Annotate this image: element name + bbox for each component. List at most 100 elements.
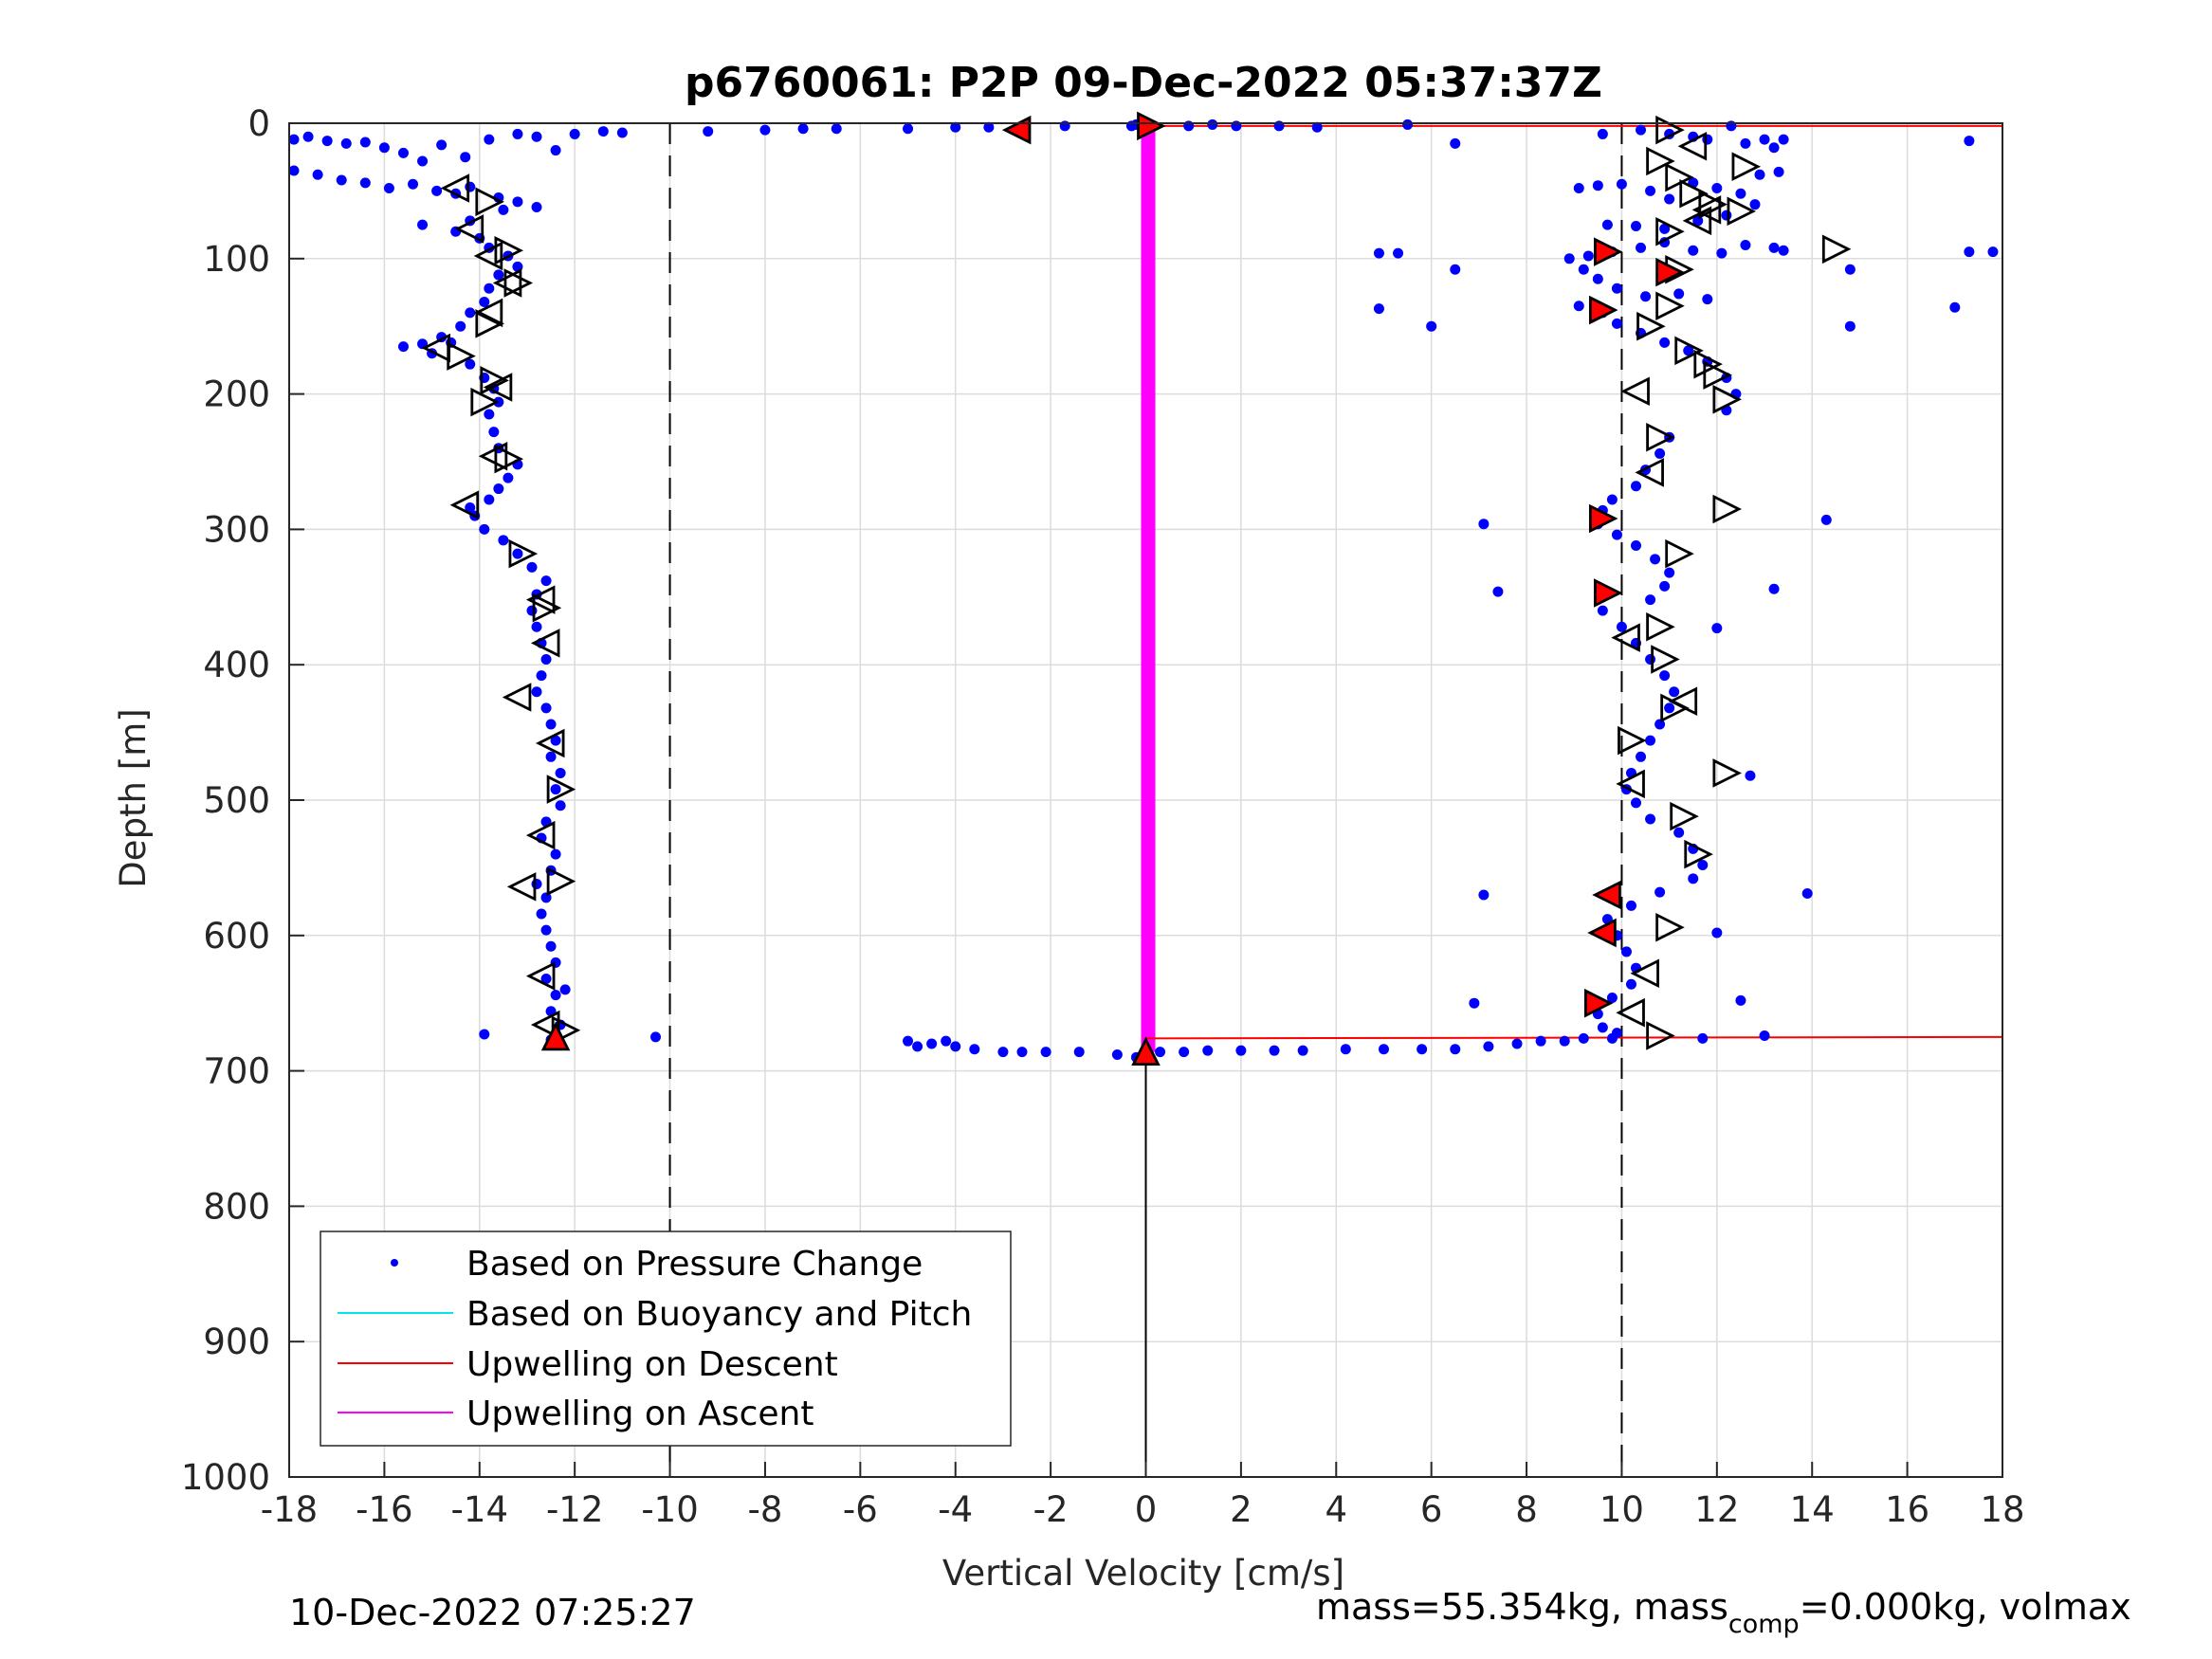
marker-triangle-right bbox=[1712, 385, 1743, 414]
marker-triangle-left bbox=[1677, 132, 1708, 161]
footer-mass: mass=55.354kg, masscomp=0.000kg, volmax bbox=[1316, 1586, 2131, 1639]
data-point bbox=[1597, 1022, 1608, 1033]
data-point bbox=[493, 269, 504, 281]
data-point bbox=[545, 719, 557, 730]
data-point bbox=[1606, 494, 1618, 505]
data-point bbox=[540, 892, 552, 903]
marker-triangle-right bbox=[1665, 538, 1694, 569]
data-point bbox=[531, 686, 542, 698]
marker-triangle-left bbox=[1682, 206, 1712, 236]
y-tick-label: 600 bbox=[203, 916, 270, 957]
data-point bbox=[1601, 219, 1613, 230]
data-point bbox=[312, 169, 323, 180]
data-point bbox=[465, 502, 476, 514]
x-tick-label: 12 bbox=[1694, 1489, 1739, 1530]
data-point bbox=[1426, 320, 1437, 332]
data-point bbox=[1235, 1045, 1247, 1056]
data-point bbox=[1659, 670, 1671, 682]
data-point bbox=[1483, 1041, 1494, 1052]
data-point bbox=[1625, 978, 1636, 990]
marker-triangle-right bbox=[1646, 1021, 1675, 1050]
data-point bbox=[1620, 946, 1632, 957]
data-point bbox=[903, 123, 914, 135]
y-tick-label: 300 bbox=[203, 509, 270, 550]
y-tick-label: 400 bbox=[203, 645, 270, 685]
data-point bbox=[1450, 137, 1461, 149]
chart-title: p6760061: P2P 09-Dec-2022 05:37:37Z bbox=[685, 59, 1602, 107]
data-point bbox=[479, 1029, 490, 1040]
y-axis-label: Depth [m] bbox=[113, 708, 154, 887]
x-tick-label: -14 bbox=[451, 1489, 508, 1530]
data-point bbox=[1636, 124, 1647, 136]
marker-triangle-right bbox=[1684, 839, 1713, 869]
marker-triangle-left bbox=[1630, 958, 1659, 989]
data-point bbox=[1631, 797, 1642, 809]
data-point bbox=[1450, 264, 1461, 275]
data-point bbox=[1844, 320, 1856, 332]
data-point bbox=[1749, 199, 1761, 210]
data-point bbox=[1625, 900, 1636, 911]
data-point bbox=[336, 174, 347, 186]
data-point bbox=[1745, 770, 1756, 781]
marker-triangle-right bbox=[1646, 423, 1675, 452]
marker-triangle-right bbox=[480, 366, 509, 395]
footer-mass-text: mass=55.354kg, mass bbox=[1316, 1586, 1728, 1628]
marker-triangle-right bbox=[1655, 912, 1685, 942]
data-point bbox=[1597, 605, 1608, 616]
marker-triangle-right bbox=[1703, 360, 1732, 390]
data-point bbox=[1645, 813, 1656, 825]
data-point bbox=[1393, 247, 1404, 259]
marker-triangle-right-filled bbox=[1588, 503, 1618, 534]
data-point bbox=[950, 121, 961, 133]
data-point bbox=[540, 653, 552, 665]
series-descent-line bbox=[1145, 1035, 2003, 1040]
y-tick-label: 800 bbox=[203, 1186, 270, 1227]
data-point bbox=[1768, 583, 1780, 594]
data-point bbox=[759, 124, 771, 136]
data-point bbox=[616, 127, 628, 138]
x-tick-label: -2 bbox=[1033, 1489, 1069, 1530]
data-point bbox=[1645, 185, 1656, 196]
marker-triangle-right bbox=[1712, 758, 1743, 788]
data-point bbox=[512, 196, 523, 208]
marker-triangle-left bbox=[449, 490, 480, 520]
data-point bbox=[555, 767, 566, 778]
marker-triangle-right bbox=[1674, 336, 1704, 366]
data-point bbox=[1640, 291, 1652, 302]
data-point bbox=[1559, 1035, 1570, 1047]
legend-label-pressure: Based on Pressure Change bbox=[466, 1245, 923, 1284]
data-point bbox=[1535, 1035, 1546, 1047]
data-point bbox=[484, 494, 495, 505]
marker-triangle-left bbox=[1616, 769, 1645, 799]
marker-triangle-right bbox=[546, 775, 576, 804]
data-point bbox=[1740, 137, 1751, 149]
x-tick-label: -6 bbox=[843, 1489, 878, 1530]
data-point bbox=[1664, 567, 1675, 578]
data-point bbox=[503, 472, 514, 483]
data-point bbox=[1654, 719, 1666, 730]
data-point bbox=[1573, 301, 1584, 312]
data-point bbox=[431, 185, 443, 196]
data-point bbox=[540, 702, 552, 714]
data-point bbox=[1645, 735, 1656, 746]
data-point bbox=[1768, 242, 1780, 253]
data-point bbox=[1573, 183, 1584, 194]
marker-triangle-right bbox=[1670, 801, 1699, 831]
x-tick-label: 0 bbox=[1135, 1489, 1158, 1530]
x-tick-label: -4 bbox=[938, 1489, 973, 1530]
marker-triangle-right bbox=[1636, 311, 1666, 341]
data-point bbox=[1611, 283, 1622, 294]
data-point bbox=[597, 126, 609, 137]
data-point bbox=[417, 155, 429, 167]
data-point bbox=[1768, 142, 1780, 154]
data-point bbox=[1492, 586, 1504, 597]
data-point bbox=[465, 307, 476, 319]
marker-triangle-right bbox=[470, 387, 500, 417]
data-point bbox=[359, 137, 371, 148]
marker-triangle-right-filled bbox=[1583, 988, 1614, 1018]
data-point bbox=[1697, 1032, 1709, 1044]
data-point bbox=[479, 296, 490, 307]
legend-box bbox=[320, 1231, 1012, 1447]
data-point bbox=[1659, 337, 1671, 348]
marker-triangle-right bbox=[503, 268, 534, 298]
